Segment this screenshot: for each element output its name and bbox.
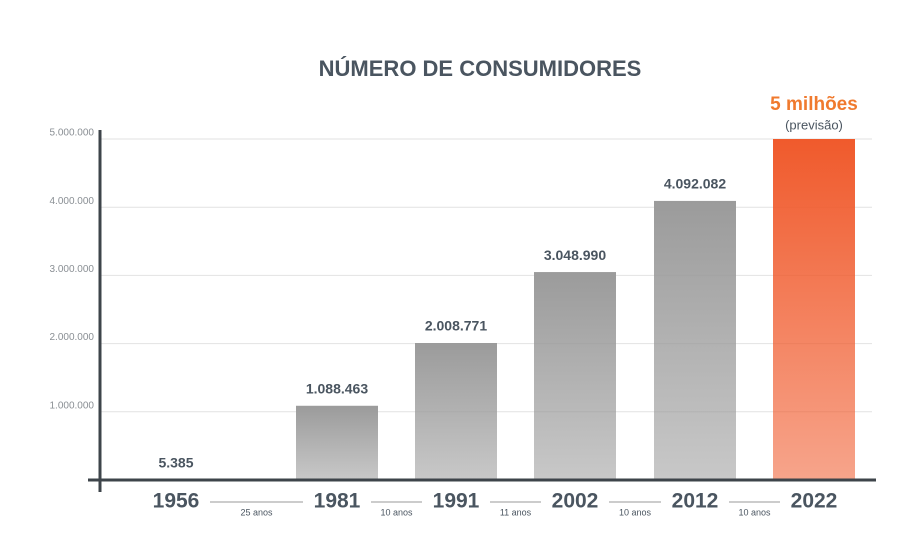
y-tick-label: 2.000.000 xyxy=(50,332,95,343)
y-tick-label: 3.000.000 xyxy=(50,264,95,275)
bar xyxy=(415,343,497,480)
value-label: 4.092.082 xyxy=(664,176,726,192)
value-label: 2.008.771 xyxy=(425,318,487,334)
interval-label: 10 anos xyxy=(380,507,413,517)
value-label: 3.048.990 xyxy=(544,247,606,263)
y-tick-label: 1.000.000 xyxy=(50,400,95,411)
bar xyxy=(654,200,736,480)
y-tick-label: 4.000.000 xyxy=(50,196,95,207)
bar xyxy=(534,272,616,480)
chart-title: NÚMERO DE CONSUMIDORES xyxy=(319,56,642,81)
interval-label: 25 anos xyxy=(240,507,273,517)
interval-label: 11 anos xyxy=(500,507,532,517)
x-tick-label: 2022 xyxy=(791,490,838,513)
x-tick-label: 2012 xyxy=(672,490,719,513)
value-label: 1.088.463 xyxy=(306,380,368,396)
bar xyxy=(773,139,855,480)
value-label: 5 milhões xyxy=(770,94,858,115)
interval-label: 10 anos xyxy=(619,507,652,517)
x-tick-label: 2002 xyxy=(552,490,599,513)
forecast-note: (previsão) xyxy=(785,117,843,132)
value-label: 5.385 xyxy=(158,454,193,470)
interval-label: 10 anos xyxy=(738,507,771,517)
x-tick-label: 1991 xyxy=(433,490,480,513)
bar xyxy=(296,405,378,480)
y-tick-label: 5.000.000 xyxy=(50,128,95,139)
x-tick-label: 1981 xyxy=(314,490,361,513)
x-tick-label: 1956 xyxy=(153,490,200,513)
